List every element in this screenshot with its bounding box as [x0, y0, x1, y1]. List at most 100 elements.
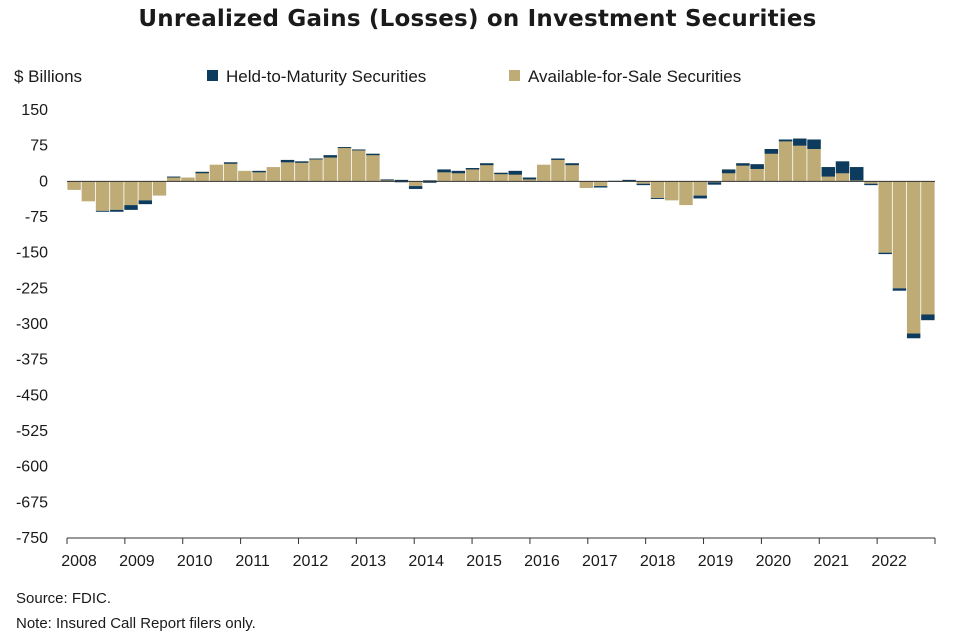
- bar-afs: [408, 181, 423, 187]
- bar-afs: [593, 181, 608, 187]
- bar-afs: [138, 181, 152, 201]
- x-tick-label: 2021: [813, 553, 849, 570]
- bar-htm: [494, 172, 508, 175]
- bar-htm: [721, 169, 736, 174]
- bar-htm: [693, 195, 707, 199]
- y-tick-label: -150: [16, 245, 48, 262]
- bar-htm: [522, 177, 537, 180]
- x-tick-label: 2013: [351, 553, 387, 570]
- legend-label-afs: Available-for-Sale Securities: [528, 67, 741, 86]
- source-note: Source: FDIC.: [16, 590, 112, 607]
- bar-htm: [750, 164, 764, 169]
- bar-htm: [736, 163, 750, 166]
- y-tick-label: 0: [39, 173, 48, 190]
- bar-afs: [223, 162, 238, 182]
- bar-afs: [252, 170, 266, 182]
- bar-afs: [480, 163, 494, 182]
- bar-afs: [366, 153, 380, 182]
- bar-htm: [650, 197, 665, 199]
- bar-afs: [351, 149, 366, 182]
- bar-htm: [793, 138, 807, 146]
- legend-swatch-htm: [207, 70, 218, 81]
- bar-afs: [508, 170, 522, 182]
- x-tick-label: 2009: [119, 553, 155, 570]
- bar-htm: [707, 182, 722, 185]
- bar-htm: [337, 147, 352, 149]
- bars: [67, 138, 935, 339]
- bar-afs: [167, 176, 181, 182]
- bar-htm: [351, 149, 366, 151]
- chart-title: Unrealized Gains (Losses) on Investment …: [138, 6, 817, 32]
- bar-afs: [679, 181, 693, 206]
- bar-afs: [736, 163, 750, 182]
- bar-afs: [778, 139, 793, 182]
- bar-afs: [693, 181, 707, 196]
- bar-afs: [864, 181, 878, 184]
- x-tick-label: 2017: [582, 553, 618, 570]
- bar-afs: [110, 181, 124, 210]
- bar-htm: [95, 210, 110, 212]
- bar-htm: [565, 163, 579, 166]
- bar-htm: [622, 179, 636, 182]
- bar-afs: [906, 181, 921, 334]
- x-tick-label: 2015: [466, 553, 502, 570]
- bar-afs: [323, 155, 337, 182]
- bar-afs: [650, 181, 665, 198]
- bar-htm: [878, 252, 892, 255]
- bar-afs: [636, 181, 651, 184]
- bar-afs: [665, 181, 679, 201]
- y-tick-label: -450: [16, 387, 48, 404]
- bar-afs: [793, 138, 807, 182]
- footnote: Note: Insured Call Report filers only.: [16, 615, 256, 632]
- x-tick-label: 2010: [177, 553, 213, 570]
- bar-htm: [252, 170, 266, 173]
- bar-htm: [366, 153, 380, 156]
- bar-htm: [778, 139, 793, 142]
- x-tick-label: 2019: [698, 553, 734, 570]
- legend: $ Billions Held-to-Maturity Securities Ava…: [14, 67, 741, 86]
- legend-label-htm: Held-to-Maturity Securities: [226, 67, 426, 86]
- y-tick-label: -600: [16, 459, 48, 476]
- bar-htm: [110, 209, 124, 212]
- bar-htm: [864, 183, 878, 186]
- y-tick-label: -525: [16, 423, 48, 440]
- bar-htm: [124, 205, 138, 210]
- bar-afs: [807, 139, 821, 182]
- bar-htm: [295, 161, 309, 163]
- bar-htm: [380, 179, 394, 181]
- bar-htm: [636, 183, 651, 186]
- bar-afs: [295, 161, 309, 182]
- bar-afs: [152, 181, 167, 196]
- bar-afs: [266, 167, 281, 182]
- bar-afs: [95, 181, 110, 211]
- x-axis: 2008 2009 2010 2011 2012 2013 2014 2015 2016 2017…: [61, 537, 936, 570]
- bar-htm: [437, 169, 451, 173]
- bar-afs: [878, 181, 892, 253]
- bar-htm: [593, 186, 608, 188]
- bar-afs: [892, 181, 907, 289]
- y-axis-label: $ Billions: [14, 67, 82, 86]
- bar-htm: [323, 155, 337, 158]
- bar-htm: [280, 159, 295, 163]
- bar-afs: [209, 164, 224, 182]
- x-tick-label: 2014: [408, 553, 444, 570]
- legend-swatch-afs: [509, 70, 520, 81]
- bar-afs: [309, 158, 323, 182]
- bar-htm: [167, 176, 181, 178]
- bar-htm: [892, 288, 907, 291]
- bar-htm: [465, 168, 480, 170]
- bar-afs: [437, 169, 451, 182]
- bar-afs: [536, 164, 551, 182]
- bar-afs: [764, 148, 779, 182]
- y-tick-label: 75: [30, 138, 48, 155]
- y-tick-label: -300: [16, 316, 48, 333]
- bar-afs: [81, 181, 96, 202]
- bar-htm: [408, 186, 423, 189]
- bar-htm: [138, 200, 152, 205]
- x-tick-label: 2012: [293, 553, 329, 570]
- bar-htm: [835, 161, 850, 174]
- y-tick-label: -750: [16, 530, 48, 547]
- bar-afs: [124, 181, 138, 206]
- bar-htm: [921, 314, 935, 321]
- y-tick-label: -225: [16, 280, 48, 297]
